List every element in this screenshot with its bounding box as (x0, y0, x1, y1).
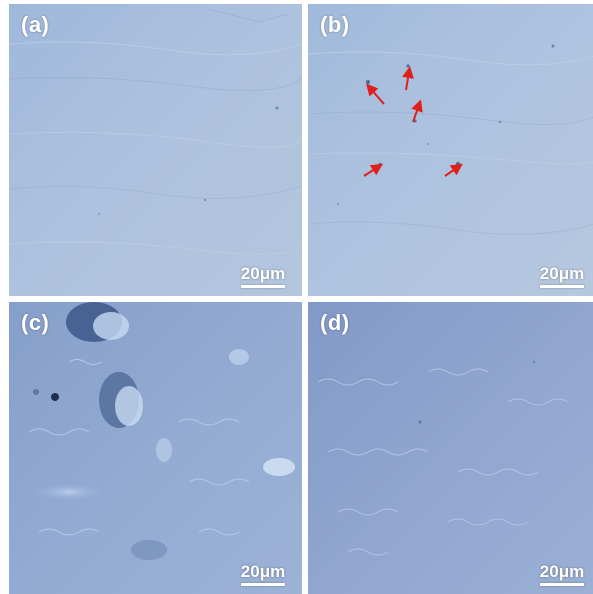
panel-d-label: (d) (320, 310, 350, 335)
panel-a-label: (a) (21, 12, 50, 37)
panel-a-scalebar: 20μm (234, 264, 292, 288)
panel-c-scale-line (241, 583, 285, 586)
particle-2 (406, 64, 410, 68)
panel-a-image (9, 4, 302, 296)
particle-5 (378, 162, 382, 166)
panel-c: (c) 20μm (9, 302, 302, 594)
panel-b: (b) 20μm (308, 4, 593, 296)
panel-b-scalebar: 20μm (533, 264, 591, 288)
panel-b-label: (b) (320, 12, 350, 37)
panel-a-scale-text: 20μm (240, 264, 286, 283)
panel-c-label: (c) (21, 310, 50, 335)
panel-c-image (9, 302, 302, 594)
panel-a-scale-line (241, 285, 285, 288)
panel-d-scale-line (540, 583, 584, 586)
red-arrow-3 (411, 99, 423, 123)
particle-1 (366, 80, 370, 84)
panel-d-scalebar: 20μm (533, 562, 591, 586)
red-arrow-2 (402, 66, 414, 91)
panel-a: (a) 20μm (9, 4, 302, 296)
panel-d-scale-text: 20μm (539, 562, 585, 581)
panel-c-scale-text: 20μm (240, 562, 286, 581)
red-arrow-4 (444, 163, 463, 177)
red-arrow-5 (363, 163, 384, 177)
red-arrow-1 (366, 83, 385, 105)
particle-4 (456, 162, 460, 166)
panel-c-scalebar: 20μm (234, 562, 292, 586)
panel-b-scale-text: 20μm (539, 264, 585, 283)
panel-b-scale-line (540, 285, 584, 288)
panel-d-image (308, 302, 593, 594)
panel-b-image (308, 4, 593, 296)
panel-d: (d) 20μm (308, 302, 593, 594)
